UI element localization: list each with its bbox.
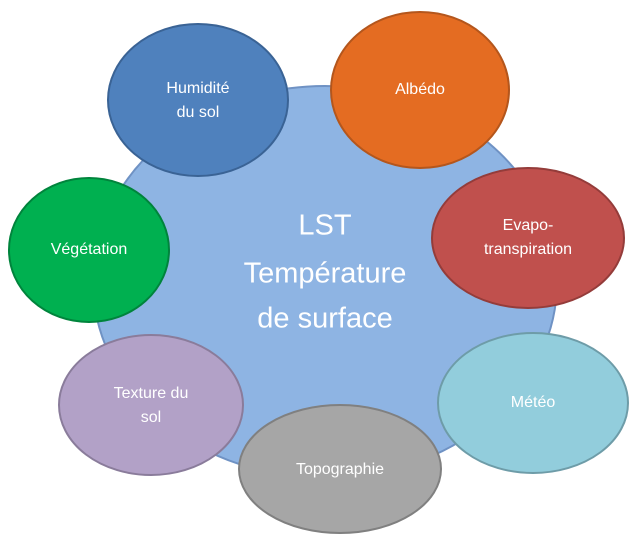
node-label: Météo: [511, 394, 556, 411]
node: [330, 11, 510, 169]
node: [437, 332, 629, 474]
center-label: de surface: [257, 303, 392, 335]
node-label: Humidité: [166, 80, 229, 97]
node: [431, 167, 625, 309]
node-label: Texture du: [114, 385, 189, 402]
center-label: Température: [244, 258, 407, 290]
node-label: Végétation: [51, 241, 128, 258]
node: [8, 177, 170, 323]
node: [58, 334, 244, 476]
node-label: Evapo-: [503, 217, 554, 234]
node: [107, 23, 289, 177]
center-label: LST: [298, 210, 351, 242]
node-label: sol: [141, 409, 161, 426]
node-label: Albédo: [395, 81, 445, 98]
node: [238, 404, 442, 534]
node-label: du sol: [177, 104, 220, 121]
node-label: Topographie: [296, 461, 384, 478]
node-label: transpiration: [484, 241, 572, 258]
